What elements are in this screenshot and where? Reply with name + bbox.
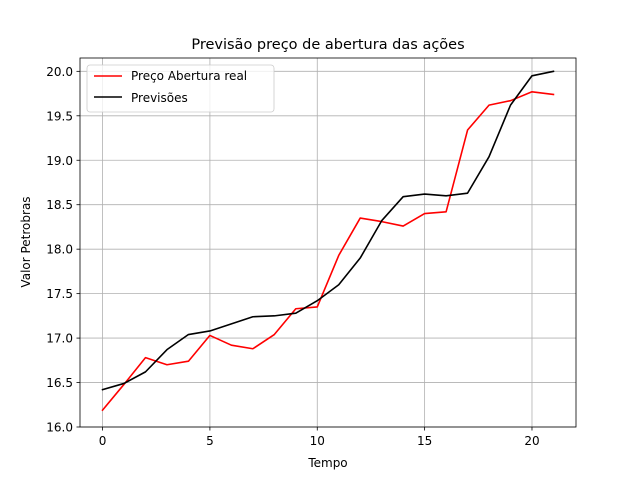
x-tick-label: 5 — [206, 434, 214, 448]
y-tick-label: 19.5 — [46, 109, 73, 123]
series-line-previsoes — [101, 70, 555, 391]
y-tick-label: 19.0 — [46, 154, 73, 168]
x-tick-label: 15 — [417, 434, 432, 448]
x-tick-label: 10 — [310, 434, 325, 448]
grid — [80, 58, 576, 428]
y-tick-label: 17.5 — [46, 287, 73, 301]
legend-label-real: Preço Abertura real — [131, 69, 247, 83]
legend-label-previsoes: Previsões — [131, 91, 188, 105]
series-lines — [101, 70, 555, 412]
y-tick-label: 18.0 — [46, 243, 73, 257]
y-tick-label: 18.5 — [46, 198, 73, 212]
x-tick-label: 0 — [99, 434, 107, 448]
y-tick-label: 16.0 — [46, 421, 73, 435]
y-axis-label: Valor Petrobras — [19, 196, 33, 287]
plot-frame — [79, 57, 577, 428]
axis-ticks: 0 5 10 15 20 16.0 16.5 17.0 17.5 18.0 18.5 19.0 19.5… — [46, 65, 539, 448]
y-tick-label: 17.0 — [46, 332, 73, 346]
series-line-preco-abertura-real — [101, 90, 555, 412]
chart-title: Previsão preço de abertura das ações — [191, 37, 464, 53]
x-tick-label: 20 — [524, 434, 539, 448]
legend-box — [86, 64, 275, 113]
x-axis-label: Tempo — [307, 456, 347, 470]
legend: Preço Abertura real Previsões — [86, 64, 275, 113]
y-tick-label: 16.5 — [46, 376, 73, 390]
y-tick-label: 20.0 — [46, 65, 73, 79]
